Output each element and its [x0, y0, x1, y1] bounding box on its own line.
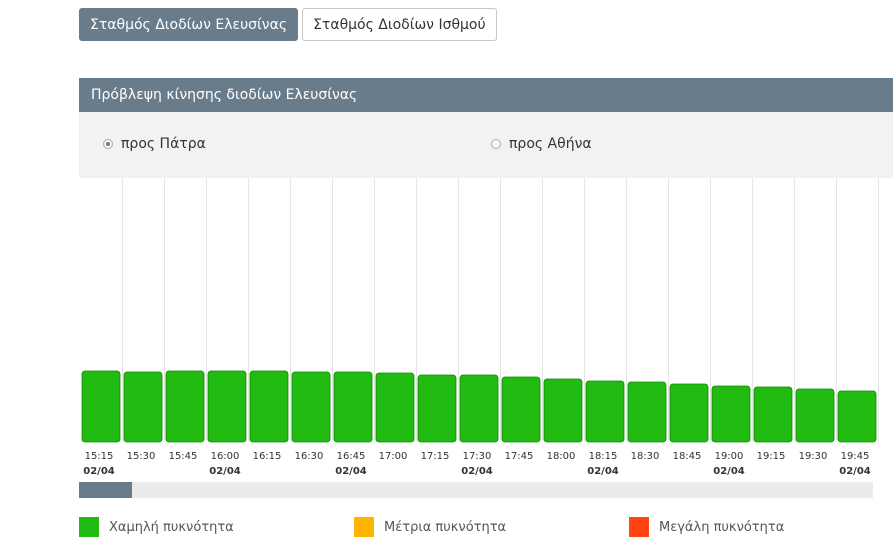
tab-isthmos[interactable]: Σταθμός Διοδίων Ισθμού [302, 8, 497, 41]
density-legend: Χαμηλή πυκνότητα Μέτρια πυκνότητα Μεγάλη… [0, 517, 893, 541]
bar-1700 [375, 372, 415, 443]
x-date-label: 02/04 [587, 466, 619, 477]
station-tabs: Σταθμός Διοδίων Ελευσίνας Σταθμός Διοδίω… [79, 8, 497, 43]
bar-1545 [165, 370, 205, 443]
x-tick-label: 15:15 [85, 451, 114, 462]
panel-title: Πρόβλεψη κίνησης διοδίων Ελευσίνας [79, 78, 893, 112]
bar-1600 [207, 370, 247, 443]
bar-1530 [123, 371, 163, 443]
bar-1830 [627, 381, 667, 443]
x-tick-label: 19:45 [841, 451, 870, 462]
direction-selector: προς Πάτρα προς Αθήνα [79, 112, 893, 178]
radio-unchecked-icon[interactable] [491, 139, 501, 149]
bar-1630 [291, 371, 331, 443]
x-tick-label: 17:00 [379, 451, 408, 462]
tab-elefsina[interactable]: Σταθμός Διοδίων Ελευσίνας [79, 8, 299, 41]
direction-patra-option[interactable]: προς Πάτρα [103, 136, 206, 152]
bar-1800 [543, 378, 583, 443]
bar-1900 [711, 385, 751, 443]
direction-patra-label: προς Πάτρα [121, 136, 206, 152]
x-tick-label: 18:15 [589, 451, 618, 462]
x-date-label: 02/04 [335, 466, 367, 477]
x-tick-label: 19:00 [715, 451, 744, 462]
legend-high-label: Μεγάλη πυκνότητα [659, 519, 785, 535]
x-tick-label: 16:45 [337, 451, 366, 462]
x-tick-label: 19:15 [757, 451, 786, 462]
x-date-label: 02/04 [461, 466, 493, 477]
bar-1745 [501, 376, 541, 443]
x-date-label: 02/04 [839, 466, 871, 477]
legend-medium-swatch [354, 517, 374, 537]
x-tick-label: 17:15 [421, 451, 450, 462]
legend-low-swatch [79, 517, 99, 537]
x-tick-label: 15:30 [127, 451, 156, 462]
legend-high-swatch [629, 517, 649, 537]
bar-1645 [333, 371, 373, 443]
radio-checked-icon[interactable] [103, 139, 113, 149]
x-date-label: 02/04 [83, 466, 115, 477]
x-tick-label: 16:15 [253, 451, 282, 462]
bar-1915 [753, 386, 793, 443]
x-tick-label: 18:45 [673, 451, 702, 462]
x-tick-label: 19:30 [799, 451, 828, 462]
legend-medium-label: Μέτρια πυκνότητα [384, 519, 507, 535]
bar-1815 [585, 380, 625, 443]
legend-high: Μεγάλη πυκνότητα [629, 517, 784, 537]
x-date-label: 02/04 [713, 466, 745, 477]
x-date-label: 02/04 [209, 466, 241, 477]
bar-1715 [417, 374, 457, 443]
bar-1945 [837, 390, 877, 443]
legend-low: Χαμηλή πυκνότητα [79, 517, 234, 537]
x-tick-label: 17:30 [463, 451, 492, 462]
bar-1845 [669, 383, 709, 443]
direction-athina-option[interactable]: προς Αθήνα [491, 136, 592, 152]
scrollbar-thumb[interactable] [79, 482, 132, 498]
x-tick-label: 16:30 [295, 451, 324, 462]
x-tick-label: 16:00 [211, 451, 240, 462]
bar-1730 [459, 374, 499, 443]
bar-1615 [249, 370, 289, 443]
x-tick-label: 15:45 [169, 451, 198, 462]
x-tick-label: 18:00 [547, 451, 576, 462]
legend-low-label: Χαμηλή πυκνότητα [109, 519, 234, 535]
bar-1515 [81, 370, 121, 443]
x-tick-label: 17:45 [505, 451, 534, 462]
legend-medium: Μέτρια πυκνότητα [354, 517, 506, 537]
direction-athina-label: προς Αθήνα [509, 136, 592, 152]
traffic-forecast-chart: 15:15 02/04 15:30 15:45 16:00 02/04 16:15 16:30… [81, 178, 879, 477]
chart-scrollbar[interactable] [79, 482, 873, 498]
x-tick-label: 18:30 [631, 451, 660, 462]
bar-1930 [795, 388, 835, 443]
